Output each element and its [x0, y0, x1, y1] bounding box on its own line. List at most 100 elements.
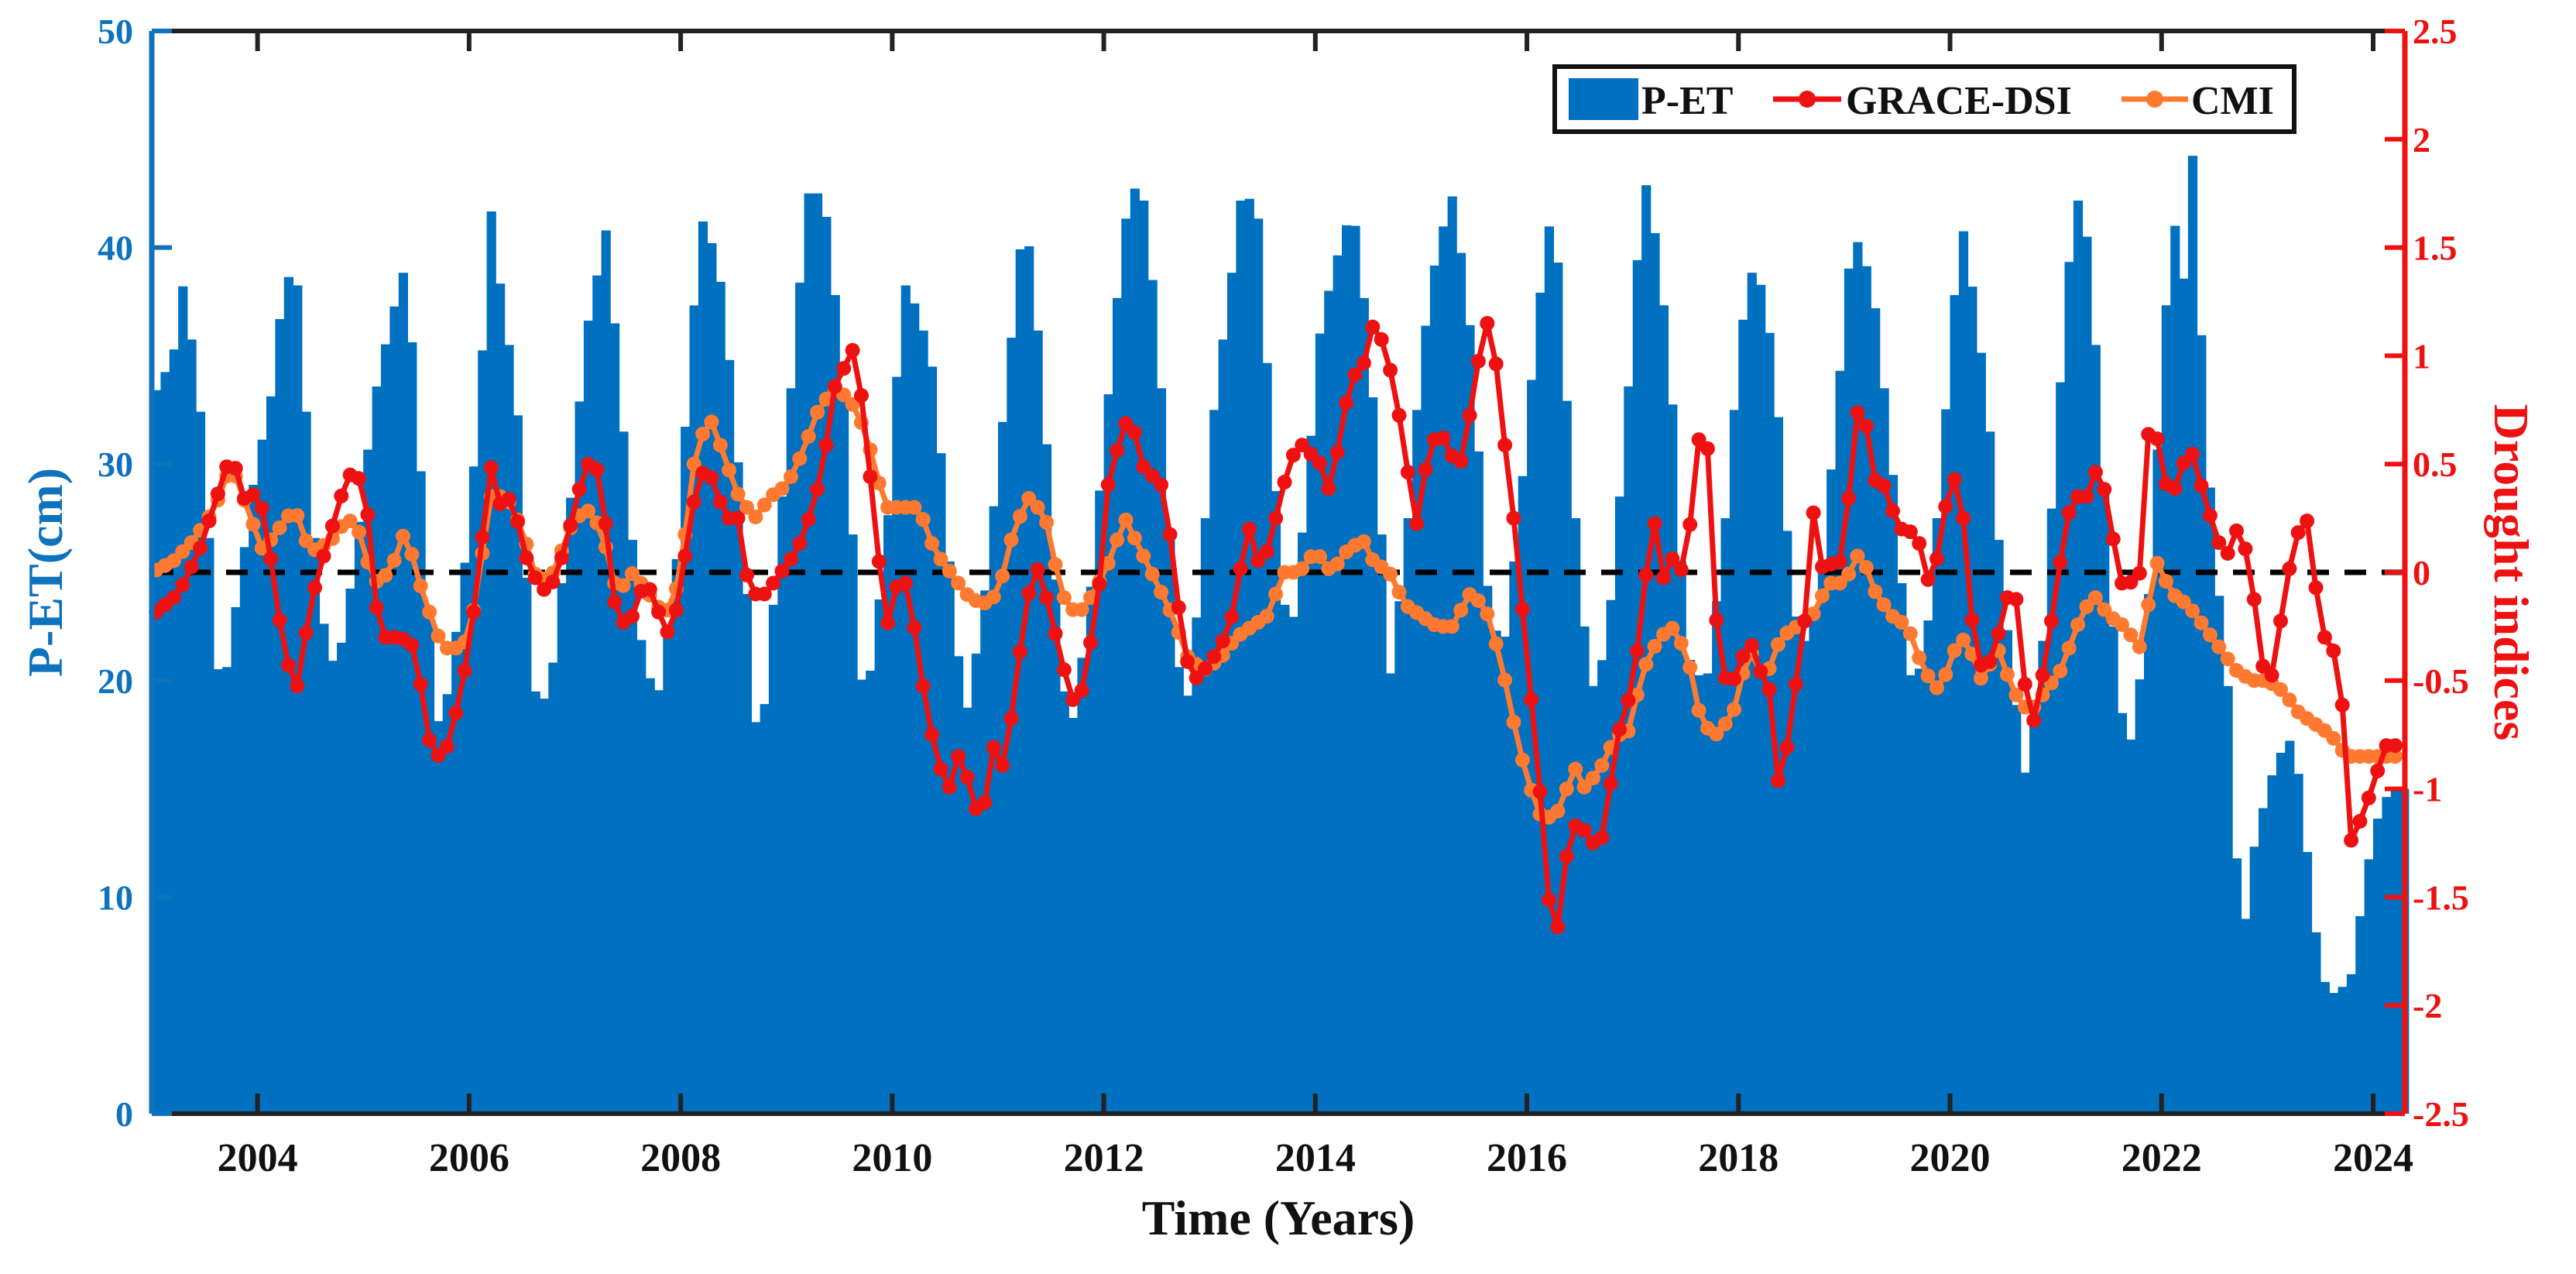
grace-dsi-point [1206, 649, 1222, 664]
cmi-point [748, 510, 763, 524]
pet-bar [1174, 667, 1184, 1114]
grace-dsi-point [774, 563, 790, 579]
cmi-point [933, 551, 948, 567]
pet-bar [1580, 626, 1590, 1114]
pet-bar [663, 631, 673, 1114]
grace-dsi-point [810, 482, 825, 497]
pet-bar [2100, 491, 2110, 1114]
pet-bar [1853, 242, 1863, 1114]
x-tick-label: 2020 [1910, 1136, 1991, 1180]
cmi-point [616, 578, 631, 593]
grace-dsi-point [571, 482, 587, 497]
pet-bar [1271, 491, 1281, 1114]
cmi-point [1727, 702, 1742, 717]
grace-dsi-point [1189, 670, 1204, 685]
grace-dsi-point [2246, 592, 2262, 607]
grace-dsi-point [942, 779, 957, 795]
cmi-point [2282, 692, 2297, 708]
right-tick-label: -1.5 [2413, 877, 2469, 917]
pet-bar [1976, 352, 1986, 1114]
pet-bar [2179, 278, 2189, 1114]
grace-dsi-point [254, 500, 269, 516]
legend-marker-cmi [2146, 91, 2163, 108]
pet-bar [1183, 695, 1193, 1114]
grace-dsi-point [2167, 481, 2183, 496]
grace-dsi-point [2061, 505, 2077, 520]
cmi-point [396, 528, 410, 544]
grace-dsi-point [1198, 661, 1213, 676]
pet-bar [1871, 308, 1881, 1114]
pet-bar [786, 388, 796, 1114]
cmi-point [1920, 668, 1936, 684]
grace-dsi-point [1065, 692, 1081, 707]
pet-bar [918, 330, 928, 1114]
cmi-point [1497, 672, 1513, 688]
grace-dsi-point [1250, 553, 1266, 568]
grace-dsi-point [1542, 892, 1556, 908]
grace-dsi-point [1673, 562, 1689, 577]
pet-bar [1738, 319, 1748, 1114]
pet-bar [2020, 772, 2030, 1114]
pet-bar [293, 285, 303, 1114]
cmi-point [2211, 639, 2227, 654]
right-tick-label: -1 [2413, 770, 2442, 809]
pet-bar [2346, 974, 2357, 1114]
grace-dsi-point [756, 586, 772, 602]
grace-dsi-point [1964, 613, 1980, 628]
pet-bar [1342, 225, 1352, 1114]
grace-dsi-point [1832, 554, 1847, 569]
grace-dsi-point [1012, 644, 1027, 659]
pet-bar [1254, 218, 1264, 1114]
pet-bar [945, 561, 955, 1114]
grace-dsi-point [2255, 658, 2271, 674]
grace-dsi-point [1136, 459, 1151, 475]
right-tick-label: 2 [2413, 120, 2430, 160]
left-tick-label: 30 [98, 445, 133, 484]
cmi-point [1709, 726, 1724, 742]
pet-bar [2117, 713, 2127, 1114]
x-tick-label: 2012 [1064, 1136, 1144, 1180]
pet-bar [1729, 410, 1740, 1114]
legend-label-grace: GRACE-DSI [1846, 79, 2072, 123]
pet-bar [2259, 808, 2269, 1114]
right-tick-label: 2.5 [2413, 12, 2458, 51]
pet-bar [2214, 596, 2224, 1114]
cmi-point [342, 513, 358, 529]
pet-bar [337, 642, 347, 1114]
cmi-point [1003, 532, 1019, 548]
cmi-point [686, 456, 701, 472]
grace-dsi-point [1092, 576, 1107, 592]
cmi-point [1154, 585, 1169, 600]
pet-bar [1827, 469, 1837, 1114]
cmi-point [2388, 749, 2403, 764]
pet-bar [1465, 325, 1475, 1114]
pet-bar [610, 323, 620, 1114]
x-tick-label: 2022 [2122, 1136, 2202, 1180]
cmi-point [1832, 575, 1847, 591]
grace-dsi-point [2026, 713, 2042, 728]
grace-dsi-point [422, 733, 437, 748]
x-tick-label: 2018 [1698, 1136, 1779, 1180]
pet-bar [1491, 630, 1501, 1114]
grace-dsi-point [783, 551, 798, 567]
cmi-point [1383, 566, 1398, 582]
pet-bar [1720, 518, 1730, 1114]
pet-bar [1033, 330, 1043, 1114]
pet-bar [1298, 532, 1308, 1114]
grace-dsi-point [245, 487, 261, 503]
grace-dsi-point [1039, 590, 1055, 606]
cmi-point [704, 414, 719, 430]
grace-dsi-point [501, 492, 516, 507]
pet-bar [513, 415, 523, 1114]
cmi-point [404, 547, 420, 562]
pet-bar [892, 376, 902, 1114]
x-tick-label: 2004 [218, 1136, 298, 1180]
pet-bar [2144, 594, 2154, 1114]
cmi-point [245, 517, 261, 532]
grace-dsi-point [1118, 416, 1134, 431]
cmi-point [2000, 667, 2015, 682]
pet-bar [2073, 201, 2084, 1114]
grace-dsi-point [915, 678, 931, 694]
grace-dsi-series [149, 316, 2403, 935]
cmi-point [1329, 556, 1345, 572]
